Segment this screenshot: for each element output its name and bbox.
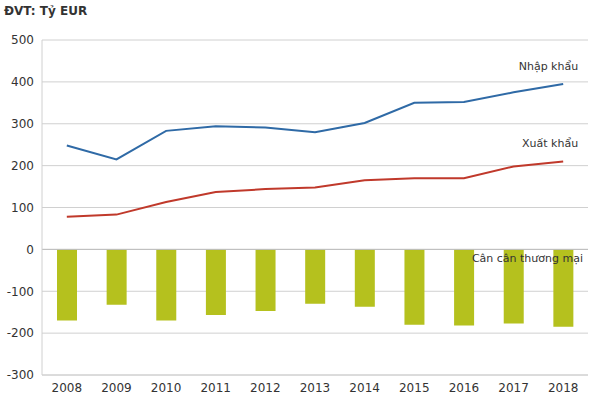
svg-text:400: 400 <box>11 75 34 89</box>
svg-text:2010: 2010 <box>151 381 182 395</box>
svg-text:-200: -200 <box>8 326 34 340</box>
svg-text:200: 200 <box>11 159 34 173</box>
svg-text:2013: 2013 <box>300 381 331 395</box>
svg-text:-300: -300 <box>8 368 34 382</box>
svg-text:Nhập khẩu: Nhập khẩu <box>519 60 578 73</box>
svg-text:2017: 2017 <box>498 381 529 395</box>
svg-text:2014: 2014 <box>349 381 380 395</box>
svg-text:2008: 2008 <box>52 381 83 395</box>
html-text:ĐVT: Tỷ EUR: ĐVT: Tỷ EUR <box>4 4 88 18</box>
svg-text:2015: 2015 <box>399 381 430 395</box>
svg-text:300: 300 <box>11 117 34 131</box>
svg-text:100: 100 <box>11 201 34 215</box>
svg-text:Xuất khẩu: Xuất khẩu <box>522 137 578 150</box>
svg-text:-100: -100 <box>8 285 34 299</box>
svg-text:0: 0 <box>26 243 34 257</box>
svg-text:500: 500 <box>11 33 34 47</box>
svg-text:Cân cân thương mại: Cân cân thương mại <box>472 252 583 265</box>
svg-text:2018: 2018 <box>548 381 579 395</box>
svg-text:2016: 2016 <box>449 381 480 395</box>
svg-text:2012: 2012 <box>250 381 281 395</box>
svg-text:2011: 2011 <box>200 381 231 395</box>
svg-text:2009: 2009 <box>101 381 132 395</box>
